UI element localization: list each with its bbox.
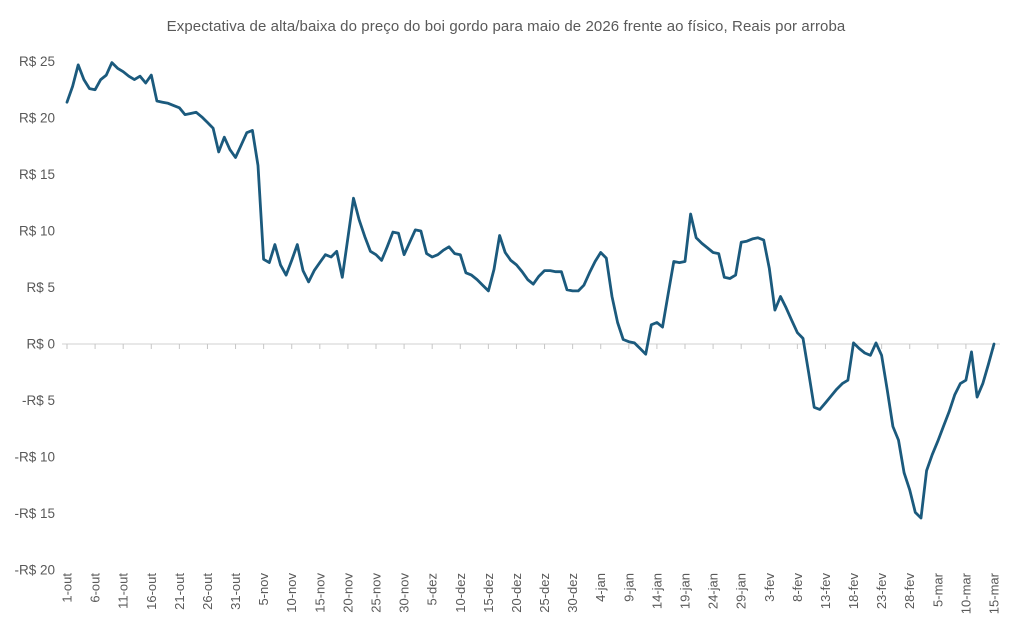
x-axis-tick-label: 25-nov [369, 573, 384, 613]
x-axis-tick-label: 6-out [88, 573, 103, 603]
x-axis-tick-label: 28-fev [902, 573, 917, 610]
x-axis-tick-label: 15-mar [987, 572, 1002, 614]
chart-title: Expectativa de alta/baixa do preço do bo… [166, 18, 846, 35]
y-axis-tick-label: -R$ 10 [14, 450, 55, 465]
x-axis-tick-label: 5-dez [425, 573, 440, 606]
series-line-expectativa [65, 61, 996, 520]
x-axis-tick-label: 10-mar [958, 572, 973, 614]
x-axis-tick-label: 13-fev [818, 573, 833, 610]
x-axis-tick-label: 24-jan [706, 573, 721, 609]
x-axis-tick-label: 15-nov [312, 573, 327, 613]
x-axis-tick-label: 18-fev [846, 573, 861, 610]
y-axis-tick-label: R$ 10 [19, 224, 55, 239]
y-axis-tick-label: R$ 25 [19, 54, 55, 69]
x-axis-tick-label: 19-jan [678, 573, 693, 609]
x-axis-tick-label: 20-dez [509, 573, 524, 613]
y-axis-tick-label: R$ 20 [19, 111, 55, 126]
x-axis-tick-label: 16-out [144, 573, 159, 610]
x-axis-tick-label: 29-jan [734, 573, 749, 609]
x-axis-tick-label: 23-fev [874, 573, 889, 610]
x-axis-tick-label: 10-dez [453, 573, 468, 613]
x-axis-tick-label: 1-out [60, 573, 75, 603]
x-axis-tick-label: 21-out [172, 573, 187, 610]
x-axis-tick-label: 30-nov [397, 573, 412, 613]
x-axis-tick-label: 20-nov [340, 573, 355, 613]
x-axis-tick-label: 8-fev [790, 573, 805, 602]
y-axis-tick-label: -R$ 15 [14, 506, 55, 521]
x-axis-tick-label: 5-nov [256, 573, 271, 606]
x-axis-tick-label: 3-fev [762, 573, 777, 602]
y-axis-tick-label: -R$ 20 [14, 563, 55, 578]
x-axis-tick-label: 14-jan [649, 573, 664, 609]
x-axis-tick-label: 10-nov [284, 573, 299, 613]
x-axis-tick-label: 9-jan [621, 573, 636, 602]
x-axis-tick-label: 11-out [116, 573, 131, 609]
y-axis-tick-label: R$ 5 [26, 280, 55, 295]
x-axis-tick-label: 30-dez [565, 573, 580, 613]
x-axis-tick-label: 26-out [200, 573, 215, 610]
x-axis-tick-label: 4-jan [593, 573, 608, 602]
x-axis-tick-label: 5-mar [930, 572, 945, 607]
x-axis-tick-label: 31-out [228, 573, 243, 610]
y-axis-tick-label: R$ 15 [19, 167, 55, 182]
y-axis-tick-label: -R$ 5 [22, 393, 55, 408]
x-axis-tick-label: 25-dez [537, 573, 552, 613]
x-axis-tick-label: 15-dez [481, 573, 496, 613]
y-axis-tick-label: R$ 0 [26, 337, 55, 352]
